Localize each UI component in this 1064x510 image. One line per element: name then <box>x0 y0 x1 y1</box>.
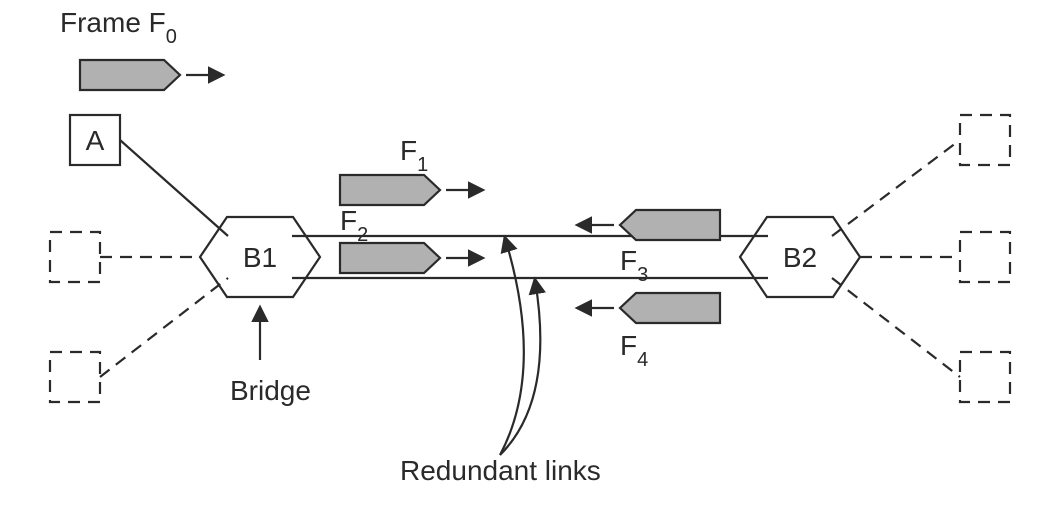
frame-label-F2: F2 <box>340 205 368 246</box>
redundant-links-arrow-1 <box>500 238 524 455</box>
link-L3_box-B1_ll <box>100 278 228 377</box>
redundant-links-label: Redundant links <box>400 455 601 486</box>
host-L2 <box>50 232 100 282</box>
network-bridge-diagram: A B1 B2 Frame F0 F1 F2 F3 F4 Bridge Redundant lin… <box>0 0 1064 510</box>
frame-label-F3: F3 <box>620 245 648 286</box>
host-R2 <box>960 232 1010 282</box>
link-B2_ur-R1_box <box>832 140 960 236</box>
bridge-label-B1: B1 <box>243 242 277 273</box>
link-B2_lr-R3_box <box>832 278 960 377</box>
frame-F1 <box>340 175 482 205</box>
bridge-label-B2: B2 <box>783 242 817 273</box>
host-R1 <box>960 115 1010 165</box>
host-label-A: A <box>86 125 105 156</box>
frame-label-F0: Frame F0 <box>60 7 177 48</box>
frame-label-F1: F1 <box>400 135 428 176</box>
frame-label-F4: F4 <box>620 330 648 371</box>
link-A_box-B1_ul <box>120 140 228 236</box>
frame-F4 <box>578 293 720 323</box>
host-L3 <box>50 352 100 402</box>
bridge-annotation-label: Bridge <box>230 375 311 406</box>
frame-F0 <box>80 60 222 90</box>
host-R3 <box>960 352 1010 402</box>
frame-F2 <box>340 243 482 273</box>
